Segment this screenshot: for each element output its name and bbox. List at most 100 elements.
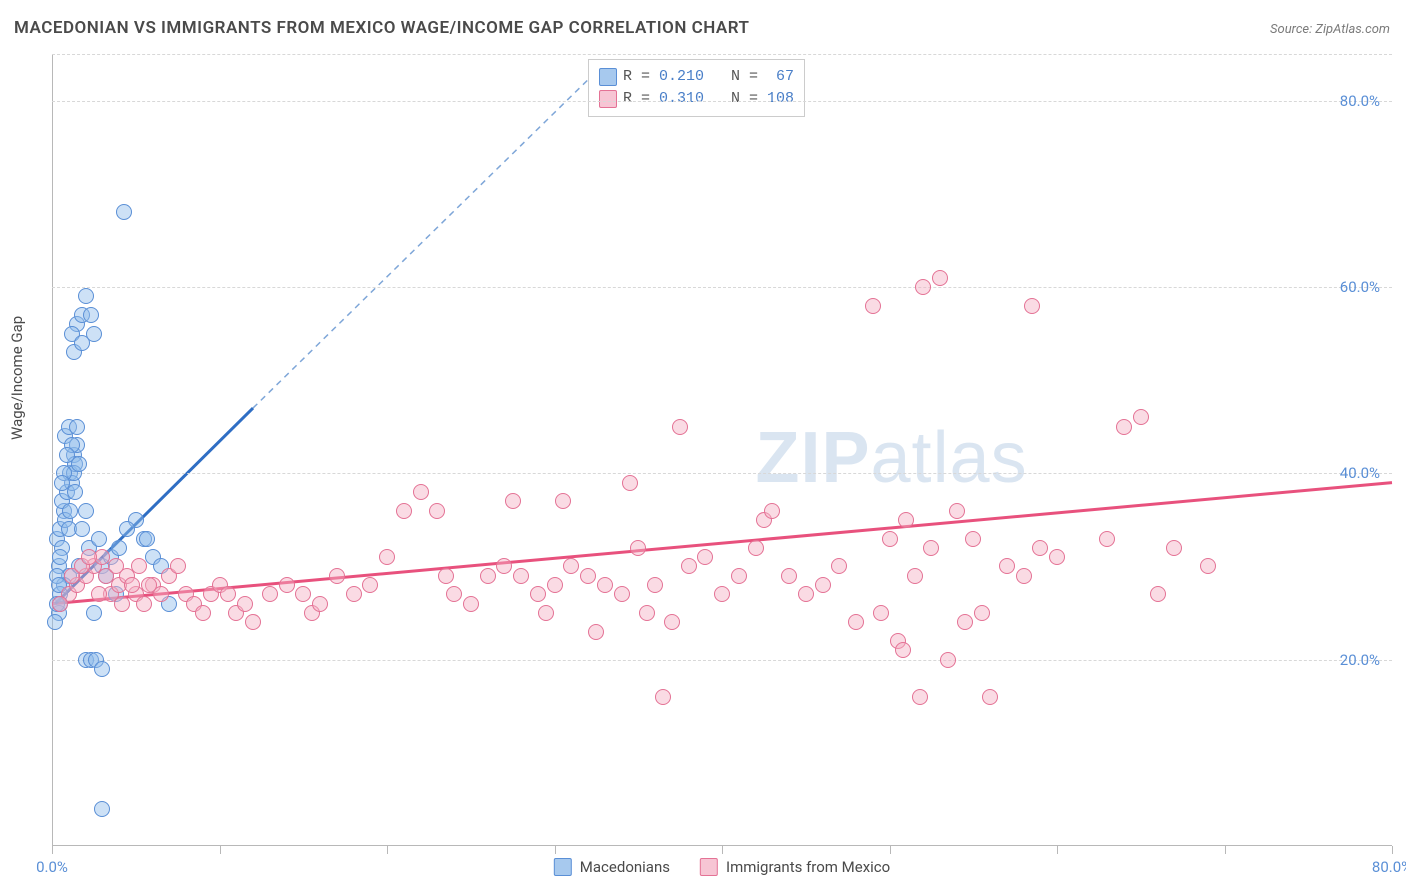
legend-item: Macedonians [554,858,670,876]
scatter-point [1166,540,1182,556]
scatter-point [965,531,981,547]
scatter-point [974,605,990,621]
scatter-point [78,503,94,519]
scatter-point [91,586,107,602]
scatter-plot-area: ZIPatlas R = 0.210 N = 67R = 0.310 N = 1… [52,54,1392,846]
scatter-point [513,568,529,584]
y-tick-label: 60.0% [1340,278,1380,296]
scatter-point [396,503,412,519]
scatter-point [131,558,147,574]
scatter-point [170,558,186,574]
scatter-point [94,801,110,817]
scatter-point [865,298,881,314]
scatter-point [630,540,646,556]
legend-swatch [599,90,617,108]
scatter-point [647,577,663,593]
scatter-point [848,614,864,630]
legend-swatch [554,858,572,876]
scatter-point [597,577,613,593]
scatter-point [1099,531,1115,547]
scatter-point [237,596,253,612]
scatter-point [379,549,395,565]
grid-line [52,54,1392,55]
scatter-point [655,689,671,705]
x-tick [1057,846,1058,854]
scatter-point [932,270,948,286]
source-attribution: Source: ZipAtlas.com [1270,22,1390,37]
scatter-point [940,652,956,668]
scatter-point [262,586,278,602]
x-tick [1392,846,1393,854]
scatter-point [116,204,132,220]
scatter-point [83,307,99,323]
scatter-point [91,531,107,547]
x-tick [722,846,723,854]
legend-item: Immigrants from Mexico [700,858,890,876]
scatter-point [547,577,563,593]
scatter-point [1200,558,1216,574]
x-tick [52,846,53,854]
scatter-point [111,540,127,556]
scatter-point [245,614,261,630]
scatter-point [141,577,157,593]
scatter-point [59,447,75,463]
scatter-point [781,568,797,584]
stats-legend-row: R = 0.310 N = 108 [599,88,794,110]
scatter-point [52,596,68,612]
scatter-point [957,614,973,630]
scatter-point [664,614,680,630]
scatter-point [346,586,362,602]
y-tick-label: 20.0% [1340,651,1380,669]
scatter-point [81,549,97,565]
scatter-point [555,493,571,509]
x-tick [387,846,388,854]
scatter-point [912,689,928,705]
scatter-point [496,558,512,574]
scatter-point [362,577,378,593]
scatter-point [78,288,94,304]
scatter-point [446,586,462,602]
x-tick-label: 80.0% [1372,858,1406,876]
x-tick [1225,846,1226,854]
chart-title: MACEDONIAN VS IMMIGRANTS FROM MEXICO WAG… [14,18,749,38]
scatter-point [831,558,847,574]
scatter-point [538,605,554,621]
scatter-point [895,642,911,658]
scatter-point [86,605,102,621]
scatter-point [119,521,135,537]
scatter-point [438,568,454,584]
scatter-point [882,531,898,547]
y-axis-label: Wage/Income Gap [8,316,26,440]
stats-legend-box: R = 0.210 N = 67R = 0.310 N = 108 [588,59,805,117]
scatter-point [139,531,155,547]
scatter-point [681,558,697,574]
scatter-point [748,540,764,556]
scatter-point [312,596,328,612]
stats-legend-text: R = 0.310 N = 108 [623,88,794,110]
x-tick [890,846,891,854]
y-tick-label: 80.0% [1340,92,1380,110]
scatter-point [67,484,83,500]
legend-swatch [700,858,718,876]
scatter-point [530,586,546,602]
scatter-point [47,614,63,630]
legend-swatch [599,68,617,86]
scatter-point [714,586,730,602]
scatter-point [1024,298,1040,314]
scatter-point [1116,419,1132,435]
series-legend: Macedonians Immigrants from Mexico [554,858,890,876]
scatter-point [74,335,90,351]
scatter-point [915,279,931,295]
scatter-point [69,419,85,435]
scatter-point [982,689,998,705]
scatter-point [114,596,130,612]
scatter-point [62,503,78,519]
scatter-point [907,568,923,584]
scatter-point [195,605,211,621]
stats-legend-row: R = 0.210 N = 67 [599,66,794,88]
scatter-point [622,475,638,491]
scatter-point [1150,586,1166,602]
scatter-point [54,475,70,491]
scatter-point [563,558,579,574]
stats-legend-text: R = 0.210 N = 67 [623,66,794,88]
